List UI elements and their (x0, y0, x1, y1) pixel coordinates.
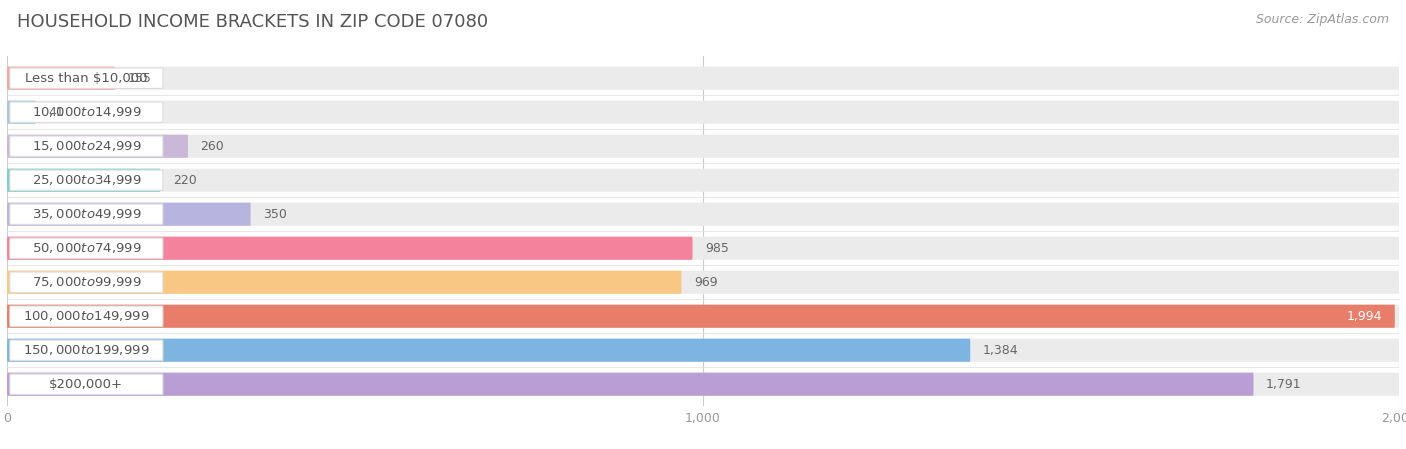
FancyBboxPatch shape (10, 340, 163, 361)
FancyBboxPatch shape (7, 202, 1399, 226)
Text: 969: 969 (695, 276, 717, 289)
FancyBboxPatch shape (7, 202, 250, 226)
Text: 985: 985 (704, 242, 728, 255)
Text: 350: 350 (263, 208, 287, 221)
FancyBboxPatch shape (10, 238, 163, 259)
FancyBboxPatch shape (7, 169, 160, 192)
FancyBboxPatch shape (7, 271, 1399, 294)
FancyBboxPatch shape (10, 204, 163, 224)
Text: $50,000 to $74,999: $50,000 to $74,999 (31, 241, 141, 255)
Text: $200,000+: $200,000+ (49, 378, 124, 391)
FancyBboxPatch shape (7, 135, 188, 158)
Text: $25,000 to $34,999: $25,000 to $34,999 (31, 173, 141, 187)
FancyBboxPatch shape (7, 237, 1399, 260)
Text: Source: ZipAtlas.com: Source: ZipAtlas.com (1256, 13, 1389, 26)
FancyBboxPatch shape (7, 101, 1399, 124)
Text: $15,000 to $24,999: $15,000 to $24,999 (31, 139, 141, 153)
Text: 41: 41 (48, 106, 63, 119)
Text: 1,994: 1,994 (1347, 310, 1382, 323)
Text: 260: 260 (201, 140, 225, 153)
Text: $75,000 to $99,999: $75,000 to $99,999 (31, 275, 141, 289)
FancyBboxPatch shape (7, 66, 115, 90)
FancyBboxPatch shape (7, 339, 1399, 362)
Text: 155: 155 (128, 72, 152, 85)
FancyBboxPatch shape (10, 306, 163, 326)
FancyBboxPatch shape (10, 136, 163, 156)
Text: Less than $10,000: Less than $10,000 (25, 72, 148, 85)
FancyBboxPatch shape (7, 66, 1399, 90)
FancyBboxPatch shape (10, 68, 163, 88)
Text: 1,384: 1,384 (983, 344, 1018, 357)
Text: $150,000 to $199,999: $150,000 to $199,999 (22, 343, 149, 357)
FancyBboxPatch shape (7, 271, 682, 294)
Text: $10,000 to $14,999: $10,000 to $14,999 (31, 105, 141, 119)
FancyBboxPatch shape (10, 170, 163, 190)
FancyBboxPatch shape (7, 373, 1399, 396)
Text: 1,791: 1,791 (1265, 378, 1302, 391)
FancyBboxPatch shape (7, 169, 1399, 192)
Text: $100,000 to $149,999: $100,000 to $149,999 (22, 309, 149, 323)
Text: $35,000 to $49,999: $35,000 to $49,999 (31, 207, 141, 221)
Text: 220: 220 (173, 174, 197, 187)
FancyBboxPatch shape (7, 135, 1399, 158)
Text: HOUSEHOLD INCOME BRACKETS IN ZIP CODE 07080: HOUSEHOLD INCOME BRACKETS IN ZIP CODE 07… (17, 13, 488, 31)
FancyBboxPatch shape (10, 102, 163, 123)
FancyBboxPatch shape (7, 373, 1254, 396)
FancyBboxPatch shape (7, 339, 970, 362)
FancyBboxPatch shape (7, 101, 35, 124)
FancyBboxPatch shape (10, 272, 163, 292)
FancyBboxPatch shape (7, 237, 693, 260)
FancyBboxPatch shape (10, 374, 163, 394)
FancyBboxPatch shape (7, 305, 1395, 328)
FancyBboxPatch shape (7, 305, 1399, 328)
